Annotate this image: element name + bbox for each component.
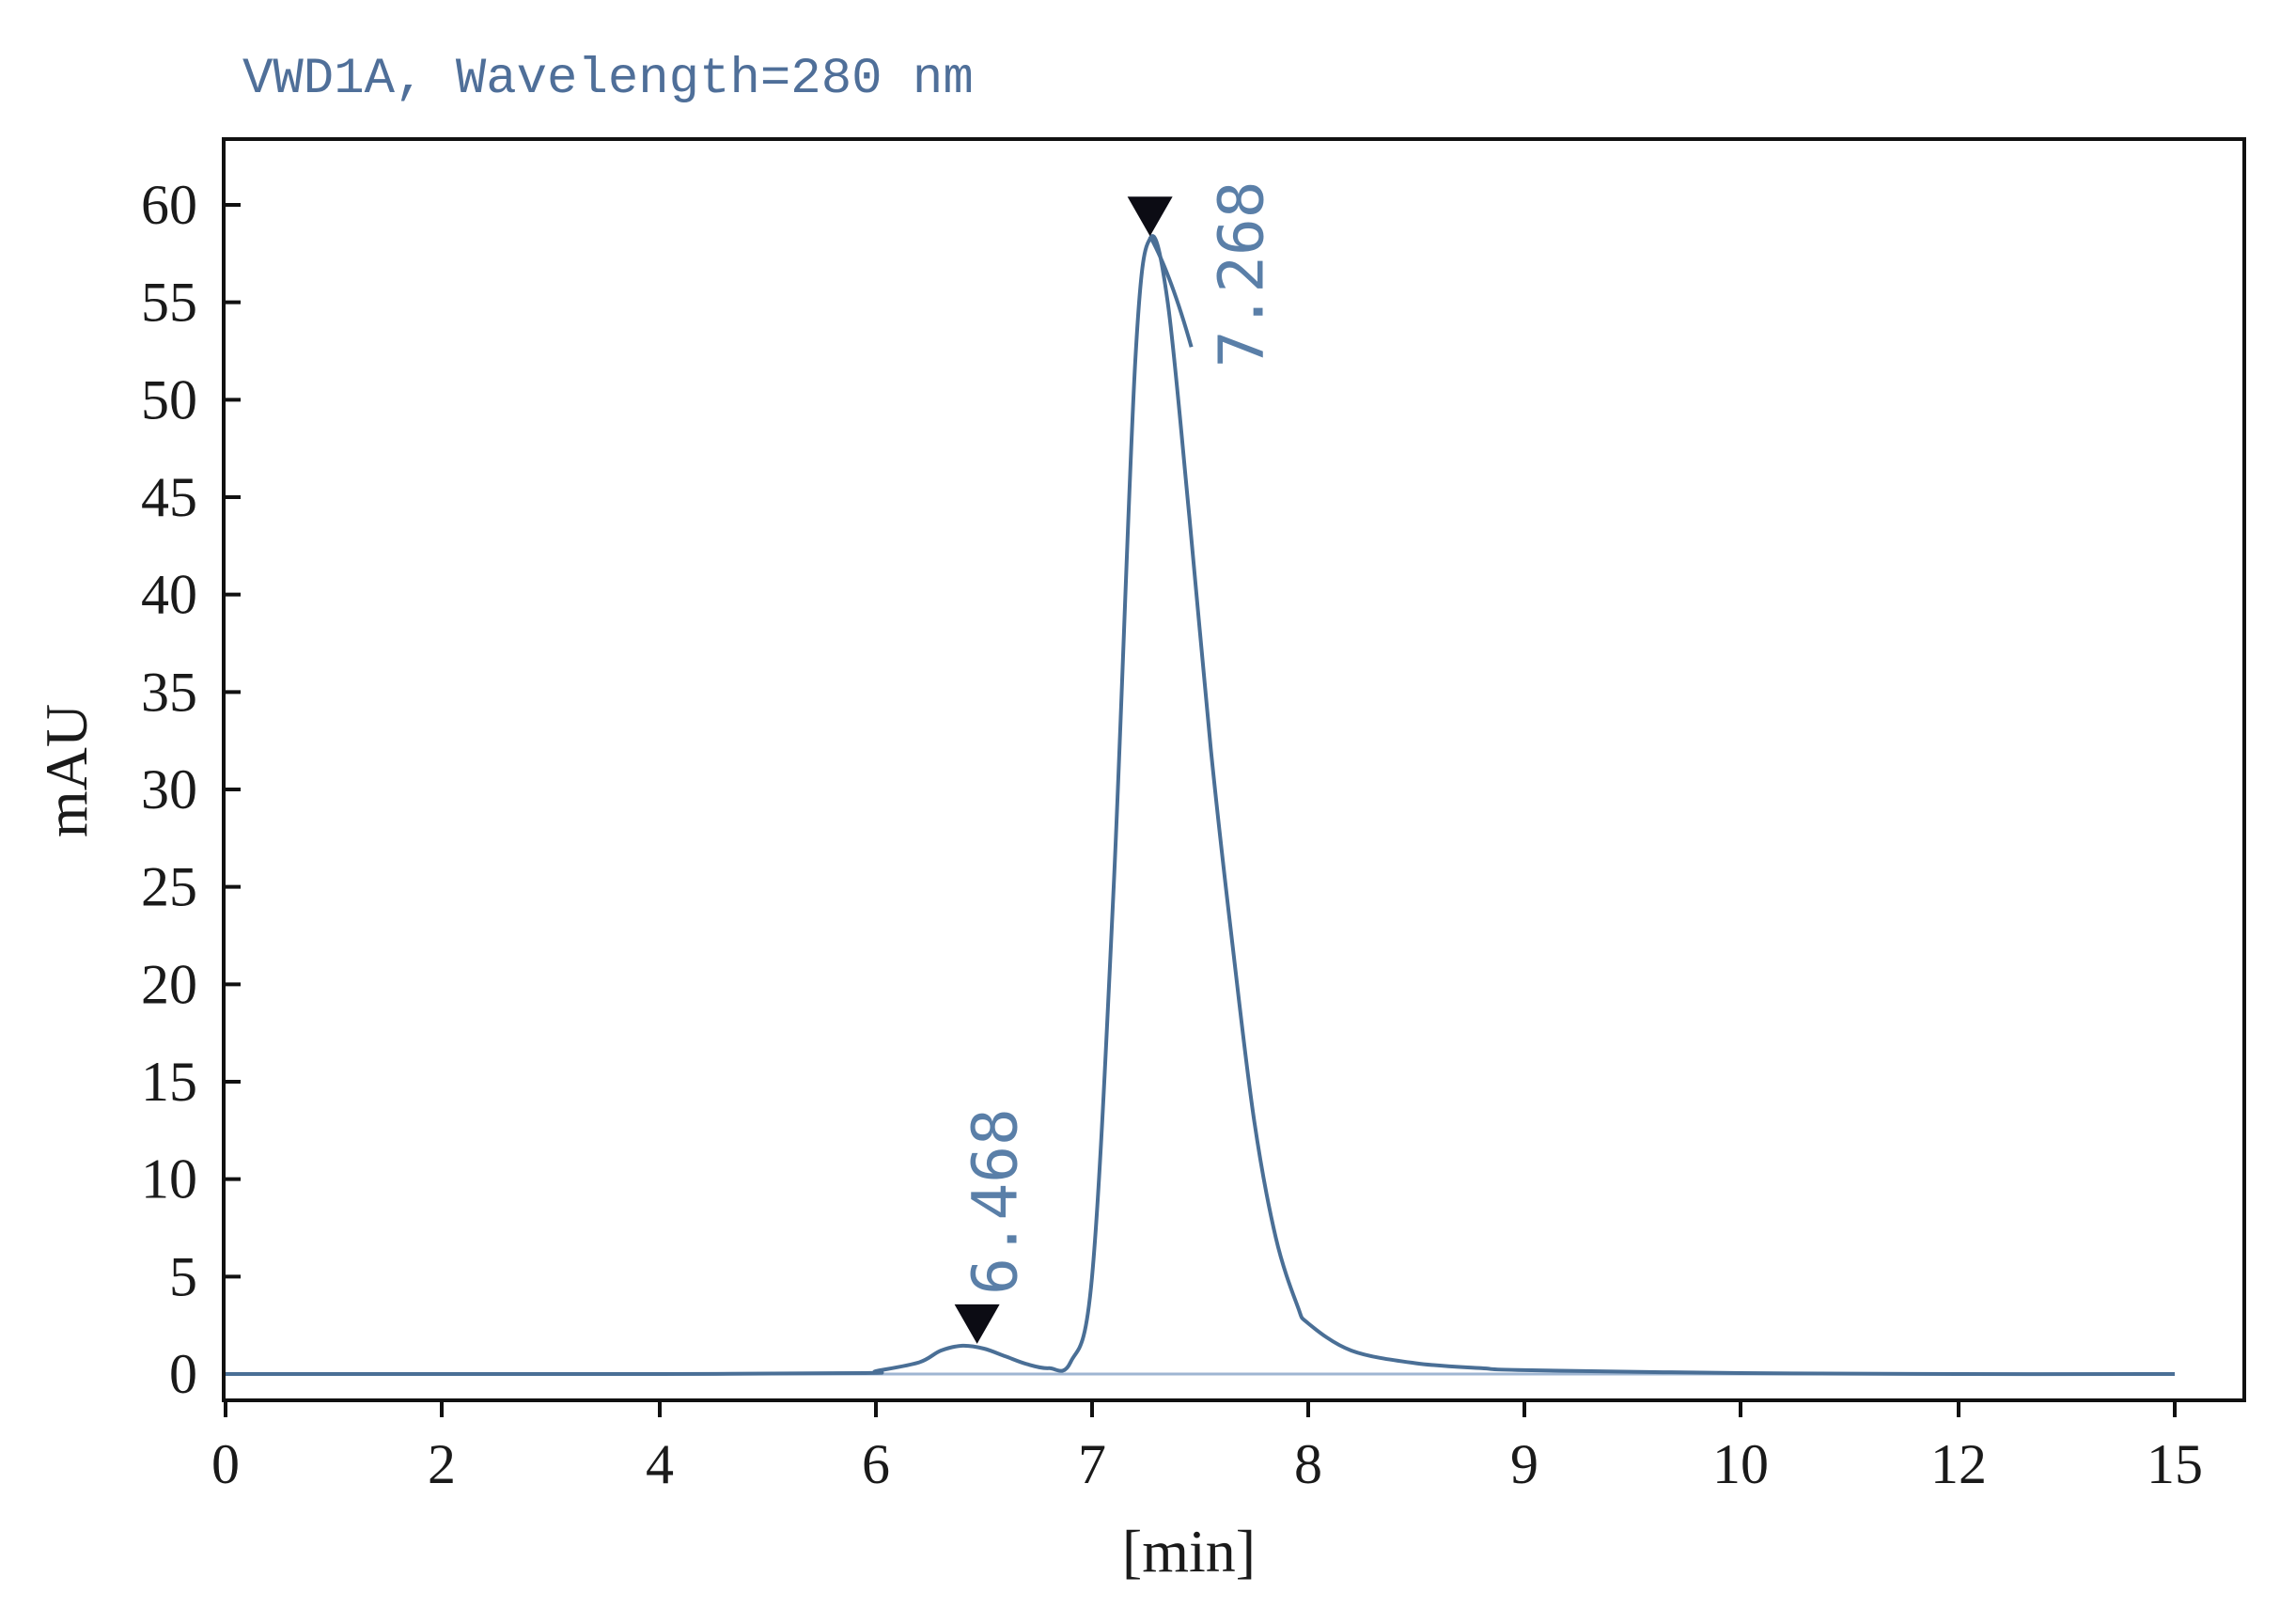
y-tick-label: 10 <box>141 1148 197 1210</box>
peak-marker <box>954 1304 1000 1344</box>
x-tick-label: 4 <box>646 1433 674 1495</box>
y-tick-label: 30 <box>141 758 197 820</box>
peak-label: 7.268 <box>1206 181 1278 368</box>
peak-marker <box>1127 196 1173 237</box>
chart-title: VWD1A, Wavelength=280 nm <box>242 51 974 108</box>
y-tick-label: 15 <box>141 1051 197 1113</box>
series-line <box>225 234 2176 1377</box>
peak-markers: 6.468 7.268 <box>954 181 1278 1344</box>
x-tick-label: 6 <box>862 1433 890 1495</box>
peak-tangent <box>1148 235 1194 348</box>
y-tick-label: 40 <box>141 564 197 626</box>
x-tick-label: 0 <box>211 1433 240 1495</box>
y-axis-label: mAU <box>33 704 100 837</box>
y-tick-label: 55 <box>141 272 197 334</box>
y-tick-label: 35 <box>141 661 197 723</box>
y-tick-label: 25 <box>141 856 197 918</box>
x-tick-label: 15 <box>2147 1433 2203 1495</box>
plot-frame <box>222 137 2246 1402</box>
x-axis-label: [min] <box>1122 1518 1256 1585</box>
x-tick-label: 9 <box>1510 1433 1538 1495</box>
x-axis: 0 2 4 6 7 8 9 10 12 15 <box>211 1400 2203 1495</box>
y-tick-label: 60 <box>141 174 197 236</box>
plot-area: 0 5 10 15 20 25 30 35 40 45 50 55 60 0 2 4 6 7 8 9 10 12 15 6… <box>141 137 2246 1495</box>
y-axis: 0 5 10 15 20 25 30 35 40 45 50 55 60 <box>141 174 241 1405</box>
y-tick-label: 0 <box>169 1343 197 1405</box>
x-tick-label: 7 <box>1078 1433 1106 1495</box>
y-tick-label: 50 <box>141 368 197 430</box>
x-tick-label: 8 <box>1294 1433 1322 1495</box>
x-tick-label: 12 <box>1930 1433 1987 1495</box>
y-tick-label: 5 <box>169 1245 197 1307</box>
peak-label: 6.468 <box>960 1108 1032 1295</box>
y-tick-label: 20 <box>141 953 197 1015</box>
y-tick-label: 45 <box>141 466 197 528</box>
x-tick-label: 2 <box>428 1433 456 1495</box>
x-tick-label: 10 <box>1712 1433 1769 1495</box>
